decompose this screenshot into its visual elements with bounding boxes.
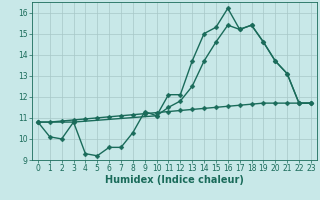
X-axis label: Humidex (Indice chaleur): Humidex (Indice chaleur) [105,175,244,185]
